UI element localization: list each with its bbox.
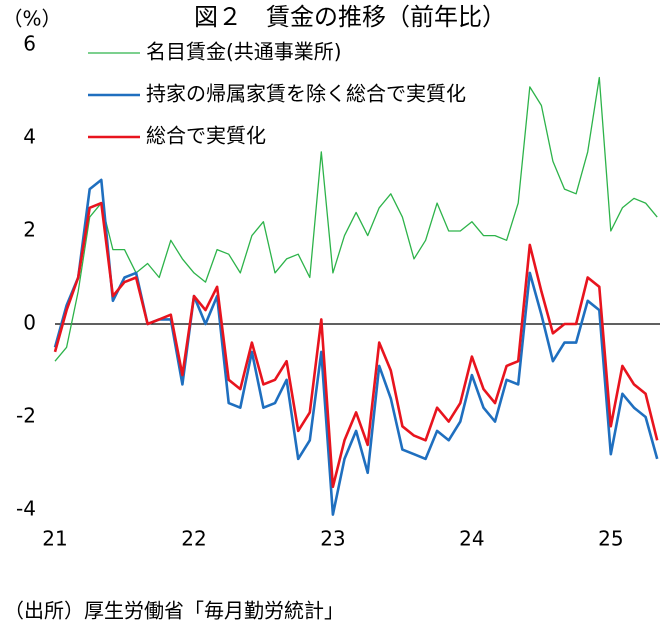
y-tick-label: 0 <box>23 311 36 335</box>
y-axis-unit: （%） <box>2 7 61 31</box>
series-line <box>53 178 659 516</box>
legend-label: 総合で実質化 <box>146 124 266 148</box>
y-tick-label: 4 <box>23 125 36 149</box>
series-line <box>53 201 659 489</box>
x-tick-label: 22 <box>181 527 206 551</box>
y-tick-label: -2 <box>16 404 36 428</box>
y-tick-label: 2 <box>23 218 36 242</box>
x-tick-label: 24 <box>459 527 484 551</box>
x-tick-label: 25 <box>598 527 623 551</box>
legend-label: 持家の帰属家賃を除く総合で実質化 <box>146 82 466 106</box>
y-tick-label: -4 <box>16 497 36 521</box>
legend-label: 名目賃金(共通事業所) <box>146 40 342 64</box>
x-tick-label: 23 <box>320 527 345 551</box>
source-note: （出所）厚生労働省「毎月勤労統計」 <box>4 599 344 623</box>
x-tick-label: 21 <box>42 527 67 551</box>
y-tick-label: 6 <box>23 32 36 56</box>
chart-title: 図２ 賃金の推移（前年比） <box>194 3 506 31</box>
series-line <box>54 76 658 362</box>
